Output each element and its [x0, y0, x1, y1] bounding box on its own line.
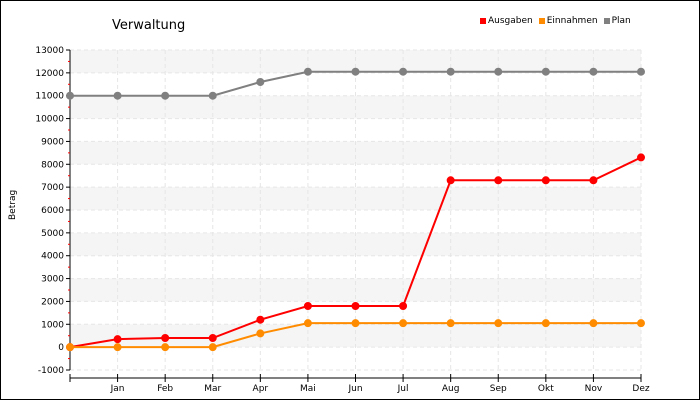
grid-band: [70, 232, 641, 256]
data-point-ausgaben: [161, 334, 170, 342]
y-tick-label: -1000: [38, 366, 64, 376]
x-tick-label: Nov: [585, 384, 603, 394]
legend: Ausgaben Einnahmen Plan: [480, 16, 637, 26]
data-point-plan: [637, 67, 645, 76]
y-tick-label: 6000: [41, 206, 64, 216]
data-point-einnahmen: [66, 343, 74, 352]
data-point-ausgaben: [494, 176, 503, 185]
y-tick-label: 10000: [35, 115, 64, 125]
y-tick-label: 9000: [41, 137, 64, 147]
data-point-plan: [303, 67, 312, 76]
y-tick-label: 4000: [41, 252, 64, 262]
y-tick-label: 0: [58, 343, 64, 353]
data-point-einnahmen: [494, 319, 503, 328]
x-tick-label: Sep: [490, 384, 507, 394]
data-point-plan: [208, 91, 217, 100]
y-tick-label: 3000: [41, 275, 64, 285]
data-point-ausgaben: [113, 335, 122, 344]
data-point-einnahmen: [208, 343, 217, 352]
legend-label-plan: Plan: [611, 16, 631, 26]
data-point-plan: [446, 67, 455, 76]
x-tick-label: Okt: [538, 384, 554, 394]
data-point-plan: [66, 91, 74, 100]
y-tick-label: 7000: [41, 183, 64, 193]
data-point-ausgaben: [303, 302, 312, 310]
data-point-einnahmen: [256, 329, 265, 338]
x-tick-label: Mar: [204, 384, 221, 394]
legend-swatch-plan: [603, 18, 610, 24]
data-point-einnahmen: [446, 319, 455, 328]
x-tick-label: Aug: [442, 384, 460, 394]
y-tick-label: 13000: [35, 46, 64, 56]
legend-item-plan: Plan: [603, 16, 631, 26]
grid-band: [70, 324, 641, 348]
x-tick-label: Jun: [347, 384, 362, 394]
legend-label-ausgaben: Ausgaben: [488, 16, 533, 26]
data-point-ausgaben: [589, 176, 598, 185]
y-tick-label: 5000: [41, 229, 64, 239]
chart-title: Verwaltung: [112, 18, 186, 33]
data-point-plan: [589, 67, 598, 76]
data-point-einnahmen: [541, 319, 550, 328]
legend-swatch-ausgaben: [480, 18, 486, 24]
x-tick-label: Jan: [110, 384, 125, 394]
data-point-einnahmen: [161, 343, 170, 352]
data-point-plan: [161, 91, 170, 100]
legend-swatch-einnahmen: [538, 18, 545, 24]
data-point-plan: [256, 78, 265, 86]
x-tick-label: Apr: [253, 384, 269, 394]
data-point-plan: [541, 67, 550, 76]
data-point-plan: [399, 67, 408, 76]
y-tick-label: 1000: [41, 320, 64, 330]
data-point-ausgaben: [541, 176, 550, 185]
data-point-plan: [494, 67, 503, 76]
y-tick-label: 11000: [35, 92, 64, 102]
y-tick-label: 2000: [41, 297, 64, 307]
x-tick-label: Jul: [397, 384, 409, 394]
data-point-ausgaben: [208, 334, 217, 342]
data-point-einnahmen: [589, 319, 598, 328]
data-point-ausgaben: [399, 302, 408, 310]
data-point-einnahmen: [637, 319, 645, 328]
legend-item-einnahmen: Einnahmen: [538, 16, 598, 26]
data-point-einnahmen: [399, 319, 408, 328]
x-tick-label: Mai: [300, 384, 316, 394]
x-tick-label: Dez: [632, 384, 649, 394]
x-tick-label: Feb: [157, 384, 173, 394]
data-point-ausgaben: [637, 153, 645, 162]
data-point-ausgaben: [446, 176, 455, 185]
data-point-einnahmen: [351, 319, 360, 328]
data-point-einnahmen: [113, 343, 122, 352]
data-point-einnahmen: [303, 319, 312, 328]
data-point-ausgaben: [256, 315, 265, 324]
y-tick-label: 12000: [35, 69, 64, 79]
data-point-ausgaben: [351, 302, 360, 310]
data-point-plan: [351, 67, 360, 76]
legend-label-einnahmen: Einnahmen: [546, 16, 598, 26]
legend-item-ausgaben: Ausgaben: [480, 16, 533, 26]
data-point-plan: [113, 91, 122, 100]
y-tick-label: 8000: [41, 160, 64, 170]
